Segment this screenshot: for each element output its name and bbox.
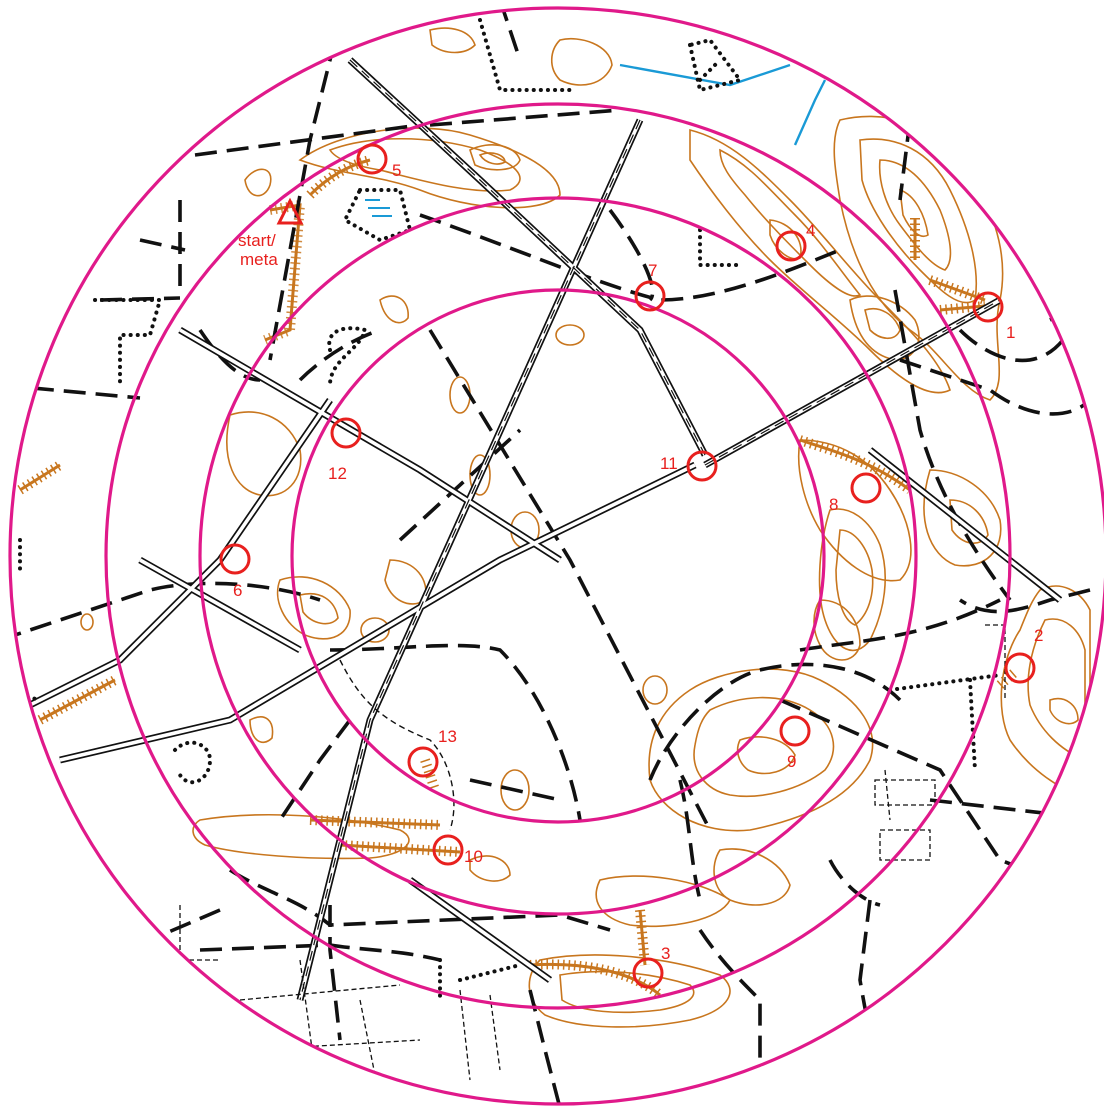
control-circle-8[interactable]	[850, 472, 882, 504]
start-label-line2: meta	[240, 250, 278, 269]
control-number-6: 6	[233, 581, 242, 600]
control-circle-6[interactable]	[219, 543, 251, 575]
control-number-8: 8	[829, 495, 838, 514]
control-circle-2[interactable]	[1004, 652, 1036, 684]
control-number-2: 2	[1034, 626, 1043, 645]
control-circle-4[interactable]	[775, 230, 807, 262]
control-circle-9[interactable]	[779, 715, 811, 747]
ring-inner	[290, 288, 826, 824]
dotted-boundaries	[10, 18, 1002, 1002]
control-circle-1[interactable]	[972, 291, 1004, 323]
control-number-3: 3	[661, 944, 670, 963]
start-finish[interactable]: start/ meta	[238, 197, 304, 269]
control-number-11: 11	[660, 454, 678, 473]
contour-lines	[80, 27, 1091, 1028]
ring-outer	[8, 6, 1104, 1106]
control-number-13: 13	[438, 727, 457, 746]
control-circle-10[interactable]	[432, 834, 464, 866]
course-rings	[8, 6, 1104, 1106]
control-number-5: 5	[392, 161, 401, 180]
ring-third	[198, 196, 918, 916]
control-circle-5[interactable]	[356, 143, 388, 175]
control-number-12: 12	[328, 464, 347, 483]
roads	[10, 57, 1063, 1001]
triangle-icon	[276, 197, 304, 225]
control-circle-3[interactable]	[632, 957, 664, 989]
controls	[219, 143, 1036, 989]
control-numbers: 1 2 3 4 5 6 7 8 9 10 11 12 13	[233, 161, 1043, 963]
small-path	[339, 659, 455, 831]
earth-banks	[17, 155, 1019, 999]
solid-line	[879, 1069, 1001, 1091]
control-number-4: 4	[806, 221, 815, 240]
control-circle-7[interactable]	[634, 280, 666, 312]
control-number-7: 7	[648, 261, 657, 280]
start-label-line1: start/	[238, 231, 276, 250]
control-number-9: 9	[787, 752, 796, 771]
control-circle-13[interactable]	[407, 746, 439, 778]
control-circle-11[interactable]	[686, 450, 718, 482]
control-number-10: 10	[464, 847, 483, 866]
ring-second	[104, 102, 1012, 1010]
water-features	[365, 63, 827, 217]
control-circle-12[interactable]	[330, 417, 362, 449]
control-number-1: 1	[1006, 323, 1015, 342]
